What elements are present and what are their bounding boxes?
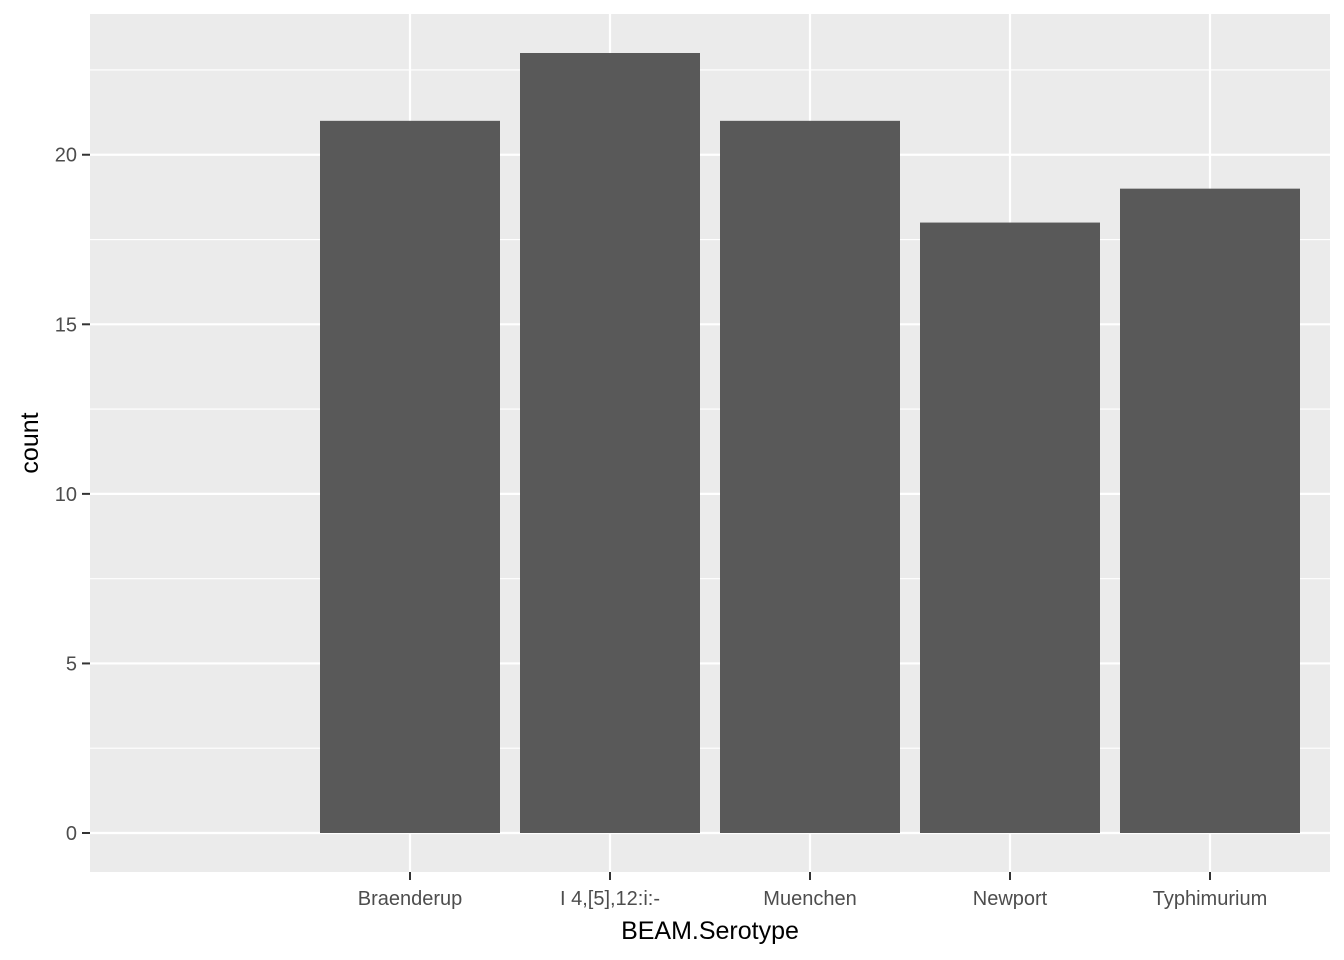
y-tick-label: 15 (55, 314, 77, 336)
x-tick-label: Newport (973, 888, 1048, 910)
y-axis-title: count (16, 412, 44, 473)
x-axis-title: BEAM.Serotype (621, 917, 799, 945)
y-tick-label: 20 (55, 145, 77, 167)
x-tick-label: Braenderup (358, 888, 463, 910)
x-axis: Braenderup I 4,[5],12:i:- Muenchen Newport T… (358, 872, 1267, 910)
bar (1120, 188, 1300, 834)
x-tick-label: Muenchen (763, 888, 856, 910)
bar (720, 120, 900, 833)
x-tick-label: I 4,[5],12:i:- (560, 888, 660, 910)
y-axis: 0 5 10 15 20 (55, 145, 90, 845)
y-tick-label: 0 (66, 823, 77, 845)
bar (920, 222, 1100, 834)
y-tick-label: 5 (66, 653, 77, 675)
y-tick-label: 10 (55, 484, 77, 506)
bar (320, 120, 500, 833)
x-tick-label: Typhimurium (1153, 888, 1267, 910)
bar (520, 53, 700, 833)
bars (320, 53, 1300, 834)
